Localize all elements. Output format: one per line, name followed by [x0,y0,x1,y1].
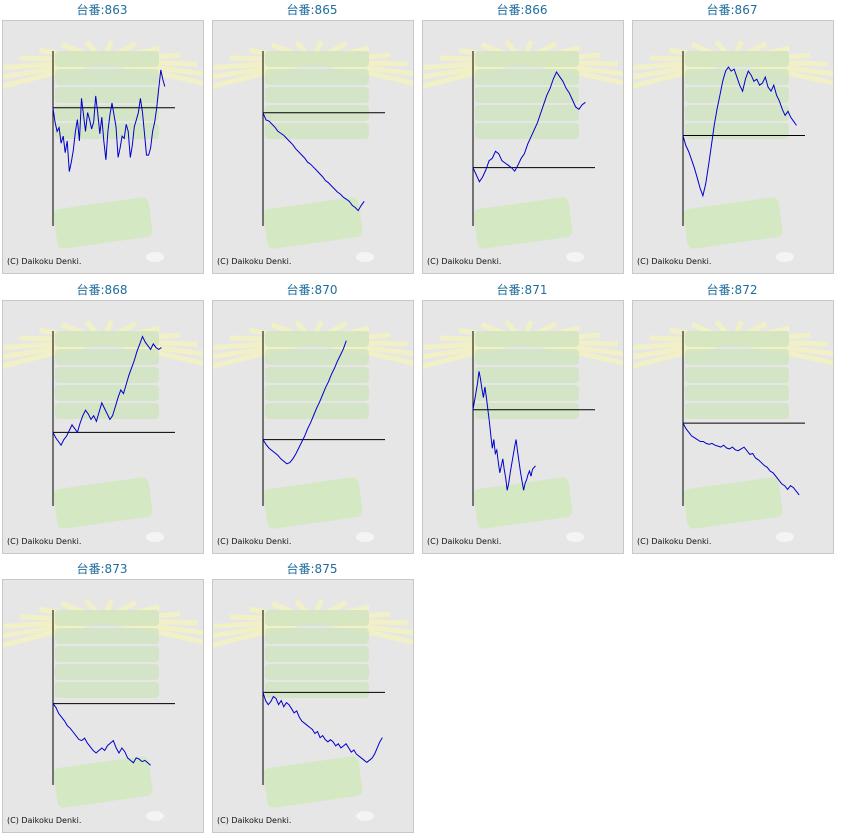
data-series-line [682,422,800,496]
chart-cell: 台番:865 (C) Daikoku Denki. [210,0,414,276]
chart-title[interactable]: 台番:873 [76,562,128,576]
machine-background-image [3,598,203,821]
chart-cell: 台番:875 (C) Daikoku Denki. [210,559,414,835]
chart-cell: 台番:866 (C) Daikoku Denki. [420,0,624,276]
data-series-line [262,692,383,764]
chart-svg [423,319,623,542]
chart-svg [3,598,203,821]
machine-background-image [633,39,833,262]
chart-panel[interactable]: (C) Daikoku Denki. [422,300,624,554]
copyright-credit: (C) Daikoku Denki. [637,257,712,266]
chart-panel[interactable]: (C) Daikoku Denki. [2,20,204,274]
copyright-credit: (C) Daikoku Denki. [7,537,82,546]
chart-title[interactable]: 台番:872 [706,283,758,297]
copyright-credit: (C) Daikoku Denki. [427,257,502,266]
chart-cell: 台番:863 (C) Daikoku Denki. [0,0,204,276]
chart-cell: 台番:870 (C) Daikoku Denki. [210,280,414,556]
machine-background-image [423,39,623,262]
chart-panel[interactable]: (C) Daikoku Denki. [212,20,414,274]
data-series-line [52,335,162,447]
chart-svg [633,39,833,262]
data-series-line [472,371,536,491]
chart-svg [633,319,833,542]
data-series-line [262,340,347,465]
data-series-line [682,66,797,198]
machine-background-image [213,319,413,542]
chart-panel[interactable]: (C) Daikoku Denki. [212,300,414,554]
copyright-credit: (C) Daikoku Denki. [7,816,82,825]
machine-background-image [3,319,203,542]
chart-title[interactable]: 台番:865 [286,3,338,17]
data-series-line [52,69,166,172]
chart-panel[interactable]: (C) Daikoku Denki. [212,579,414,833]
chart-svg [213,39,413,262]
data-series-line [472,70,586,183]
chart-title[interactable]: 台番:875 [286,562,338,576]
chart-title[interactable]: 台番:868 [76,283,128,297]
data-series-line [262,112,365,212]
chart-panel[interactable]: (C) Daikoku Denki. [422,20,624,274]
chart-panel[interactable]: (C) Daikoku Denki. [632,20,834,274]
chart-title[interactable]: 台番:871 [496,283,548,297]
chart-title[interactable]: 台番:867 [706,3,758,17]
chart-svg [213,319,413,542]
copyright-credit: (C) Daikoku Denki. [217,257,292,266]
chart-title[interactable]: 台番:863 [76,3,128,17]
copyright-credit: (C) Daikoku Denki. [427,537,502,546]
chart-panel[interactable]: (C) Daikoku Denki. [632,300,834,554]
machine-background-image [423,319,623,542]
chart-cell: 台番:873 (C) Daikoku Denki. [0,559,204,835]
copyright-credit: (C) Daikoku Denki. [7,257,82,266]
chart-cell: 台番:871 (C) Daikoku Denki. [420,280,624,556]
chart-title[interactable]: 台番:870 [286,283,338,297]
chart-cell: 台番:872 (C) Daikoku Denki. [630,280,834,556]
chart-cell: 台番:868 (C) Daikoku Denki. [0,280,204,556]
copyright-credit: (C) Daikoku Denki. [637,537,712,546]
chart-title[interactable]: 台番:866 [496,3,548,17]
machine-background-image [213,39,413,262]
chart-cell: 台番:867 (C) Daikoku Denki. [630,0,834,276]
machine-background-image [633,319,833,542]
data-series-line [52,703,151,766]
machine-background-image [3,39,203,262]
copyright-credit: (C) Daikoku Denki. [217,537,292,546]
chart-panel[interactable]: (C) Daikoku Denki. [2,300,204,554]
copyright-credit: (C) Daikoku Denki. [217,816,292,825]
chart-svg [3,39,203,262]
chart-panel[interactable]: (C) Daikoku Denki. [2,579,204,833]
chart-svg [213,598,413,821]
machine-background-image [213,598,413,821]
chart-svg [3,319,203,542]
chart-svg [423,39,623,262]
